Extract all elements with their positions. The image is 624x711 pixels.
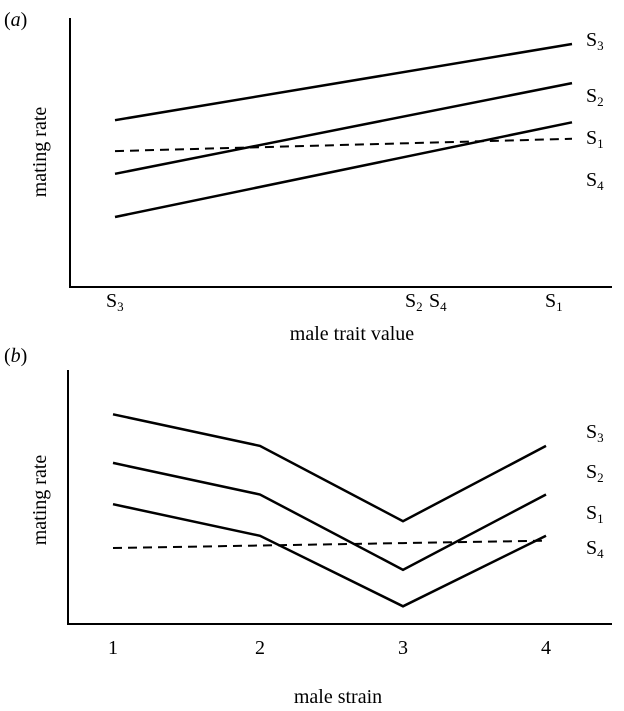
panel-a-legend-s1: S1 xyxy=(586,127,604,151)
panel-b-xtick-1: 1 xyxy=(108,637,118,659)
panel-a-legend-s3: S3 xyxy=(586,29,604,53)
panel-a: (a) S3 S2 S1 S4 S3 S2 S4 S1 male trait v… xyxy=(4,9,612,345)
panel-a-legend-s4: S4 xyxy=(586,169,604,193)
panel-b-line-s2 xyxy=(112,461,547,572)
panel-a-xlabel: male trait value xyxy=(290,323,415,345)
panel-b-xtick-4: 4 xyxy=(541,637,551,659)
panel-a-xtick-s4: S4 xyxy=(429,290,447,314)
panel-a-label: (a) xyxy=(4,9,27,31)
panel-b-line-s1 xyxy=(112,502,547,608)
panel-a-legend-s2: S2 xyxy=(586,85,604,109)
panel-b-xtick-2: 2 xyxy=(255,637,265,659)
panel-b: (b) S3 S2 S1 S4 1 2 3 4 male strain mating … xyxy=(4,345,612,708)
panel-a-line-s2 xyxy=(114,81,573,176)
panel-b-letter: b xyxy=(11,345,21,367)
panel-b-xticks: 1 2 3 4 xyxy=(108,637,551,659)
panel-a-xtick-s3: S3 xyxy=(106,290,124,314)
panel-b-series xyxy=(112,413,547,608)
panel-b-legend-s4: S4 xyxy=(586,537,604,561)
panel-b-xtick-3: 3 xyxy=(398,637,408,659)
panel-b-legend-s1: S1 xyxy=(586,502,604,526)
panel-b-legend-s3: S3 xyxy=(586,421,604,445)
panel-a-letter: a xyxy=(11,9,21,31)
panel-b-xlabel: male strain xyxy=(294,686,382,708)
panel-b-line-s3 xyxy=(112,413,547,523)
panel-a-line-s3 xyxy=(114,42,573,122)
panel-a-line-s1 xyxy=(114,121,573,219)
panel-a-axes xyxy=(69,18,612,288)
panel-a-line-s4 xyxy=(114,137,573,153)
panel-a-xtick-s2: S2 xyxy=(405,290,423,314)
panel-b-ylabel: mating rate xyxy=(29,455,51,546)
panel-a-ylabel: mating rate xyxy=(29,107,51,198)
panel-a-xtick-s1: S1 xyxy=(545,290,563,314)
panel-a-series xyxy=(114,42,573,219)
panel-b-axes xyxy=(67,370,612,625)
panel-b-legend-s2: S2 xyxy=(586,461,604,485)
panel-b-label: (b) xyxy=(4,345,27,367)
panel-b-line-s4 xyxy=(112,539,547,549)
